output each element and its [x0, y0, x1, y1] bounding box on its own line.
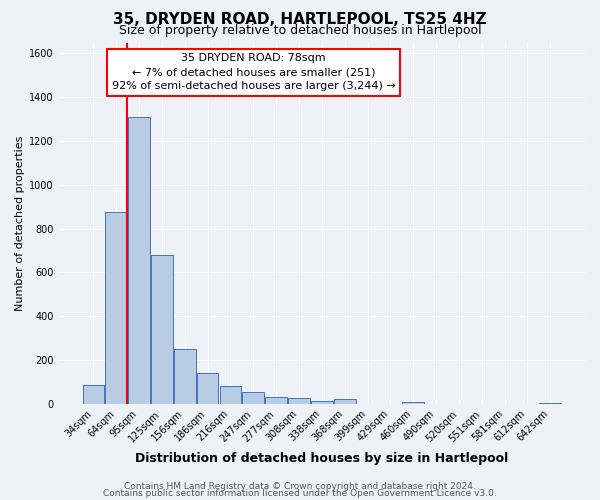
Bar — [220, 386, 241, 404]
Bar — [403, 402, 424, 404]
Text: 35 DRYDEN ROAD: 78sqm
← 7% of detached houses are smaller (251)
92% of semi-deta: 35 DRYDEN ROAD: 78sqm ← 7% of detached h… — [112, 54, 395, 92]
X-axis label: Distribution of detached houses by size in Hartlepool: Distribution of detached houses by size … — [135, 452, 508, 465]
Bar — [311, 400, 332, 404]
Y-axis label: Number of detached properties: Number of detached properties — [15, 136, 25, 311]
Text: Contains HM Land Registry data © Crown copyright and database right 2024.: Contains HM Land Registry data © Crown c… — [124, 482, 476, 491]
Bar — [174, 349, 196, 404]
Bar — [83, 385, 104, 404]
Bar — [288, 398, 310, 404]
Bar — [242, 392, 264, 404]
Bar — [265, 397, 287, 404]
Text: Size of property relative to detached houses in Hartlepool: Size of property relative to detached ho… — [119, 24, 481, 37]
Bar — [151, 255, 173, 404]
Bar — [539, 402, 561, 404]
Bar — [197, 373, 218, 404]
Bar — [106, 212, 127, 404]
Bar — [128, 117, 150, 404]
Text: Contains public sector information licensed under the Open Government Licence v3: Contains public sector information licen… — [103, 490, 497, 498]
Text: 35, DRYDEN ROAD, HARTLEPOOL, TS25 4HZ: 35, DRYDEN ROAD, HARTLEPOOL, TS25 4HZ — [113, 12, 487, 28]
Bar — [334, 400, 356, 404]
